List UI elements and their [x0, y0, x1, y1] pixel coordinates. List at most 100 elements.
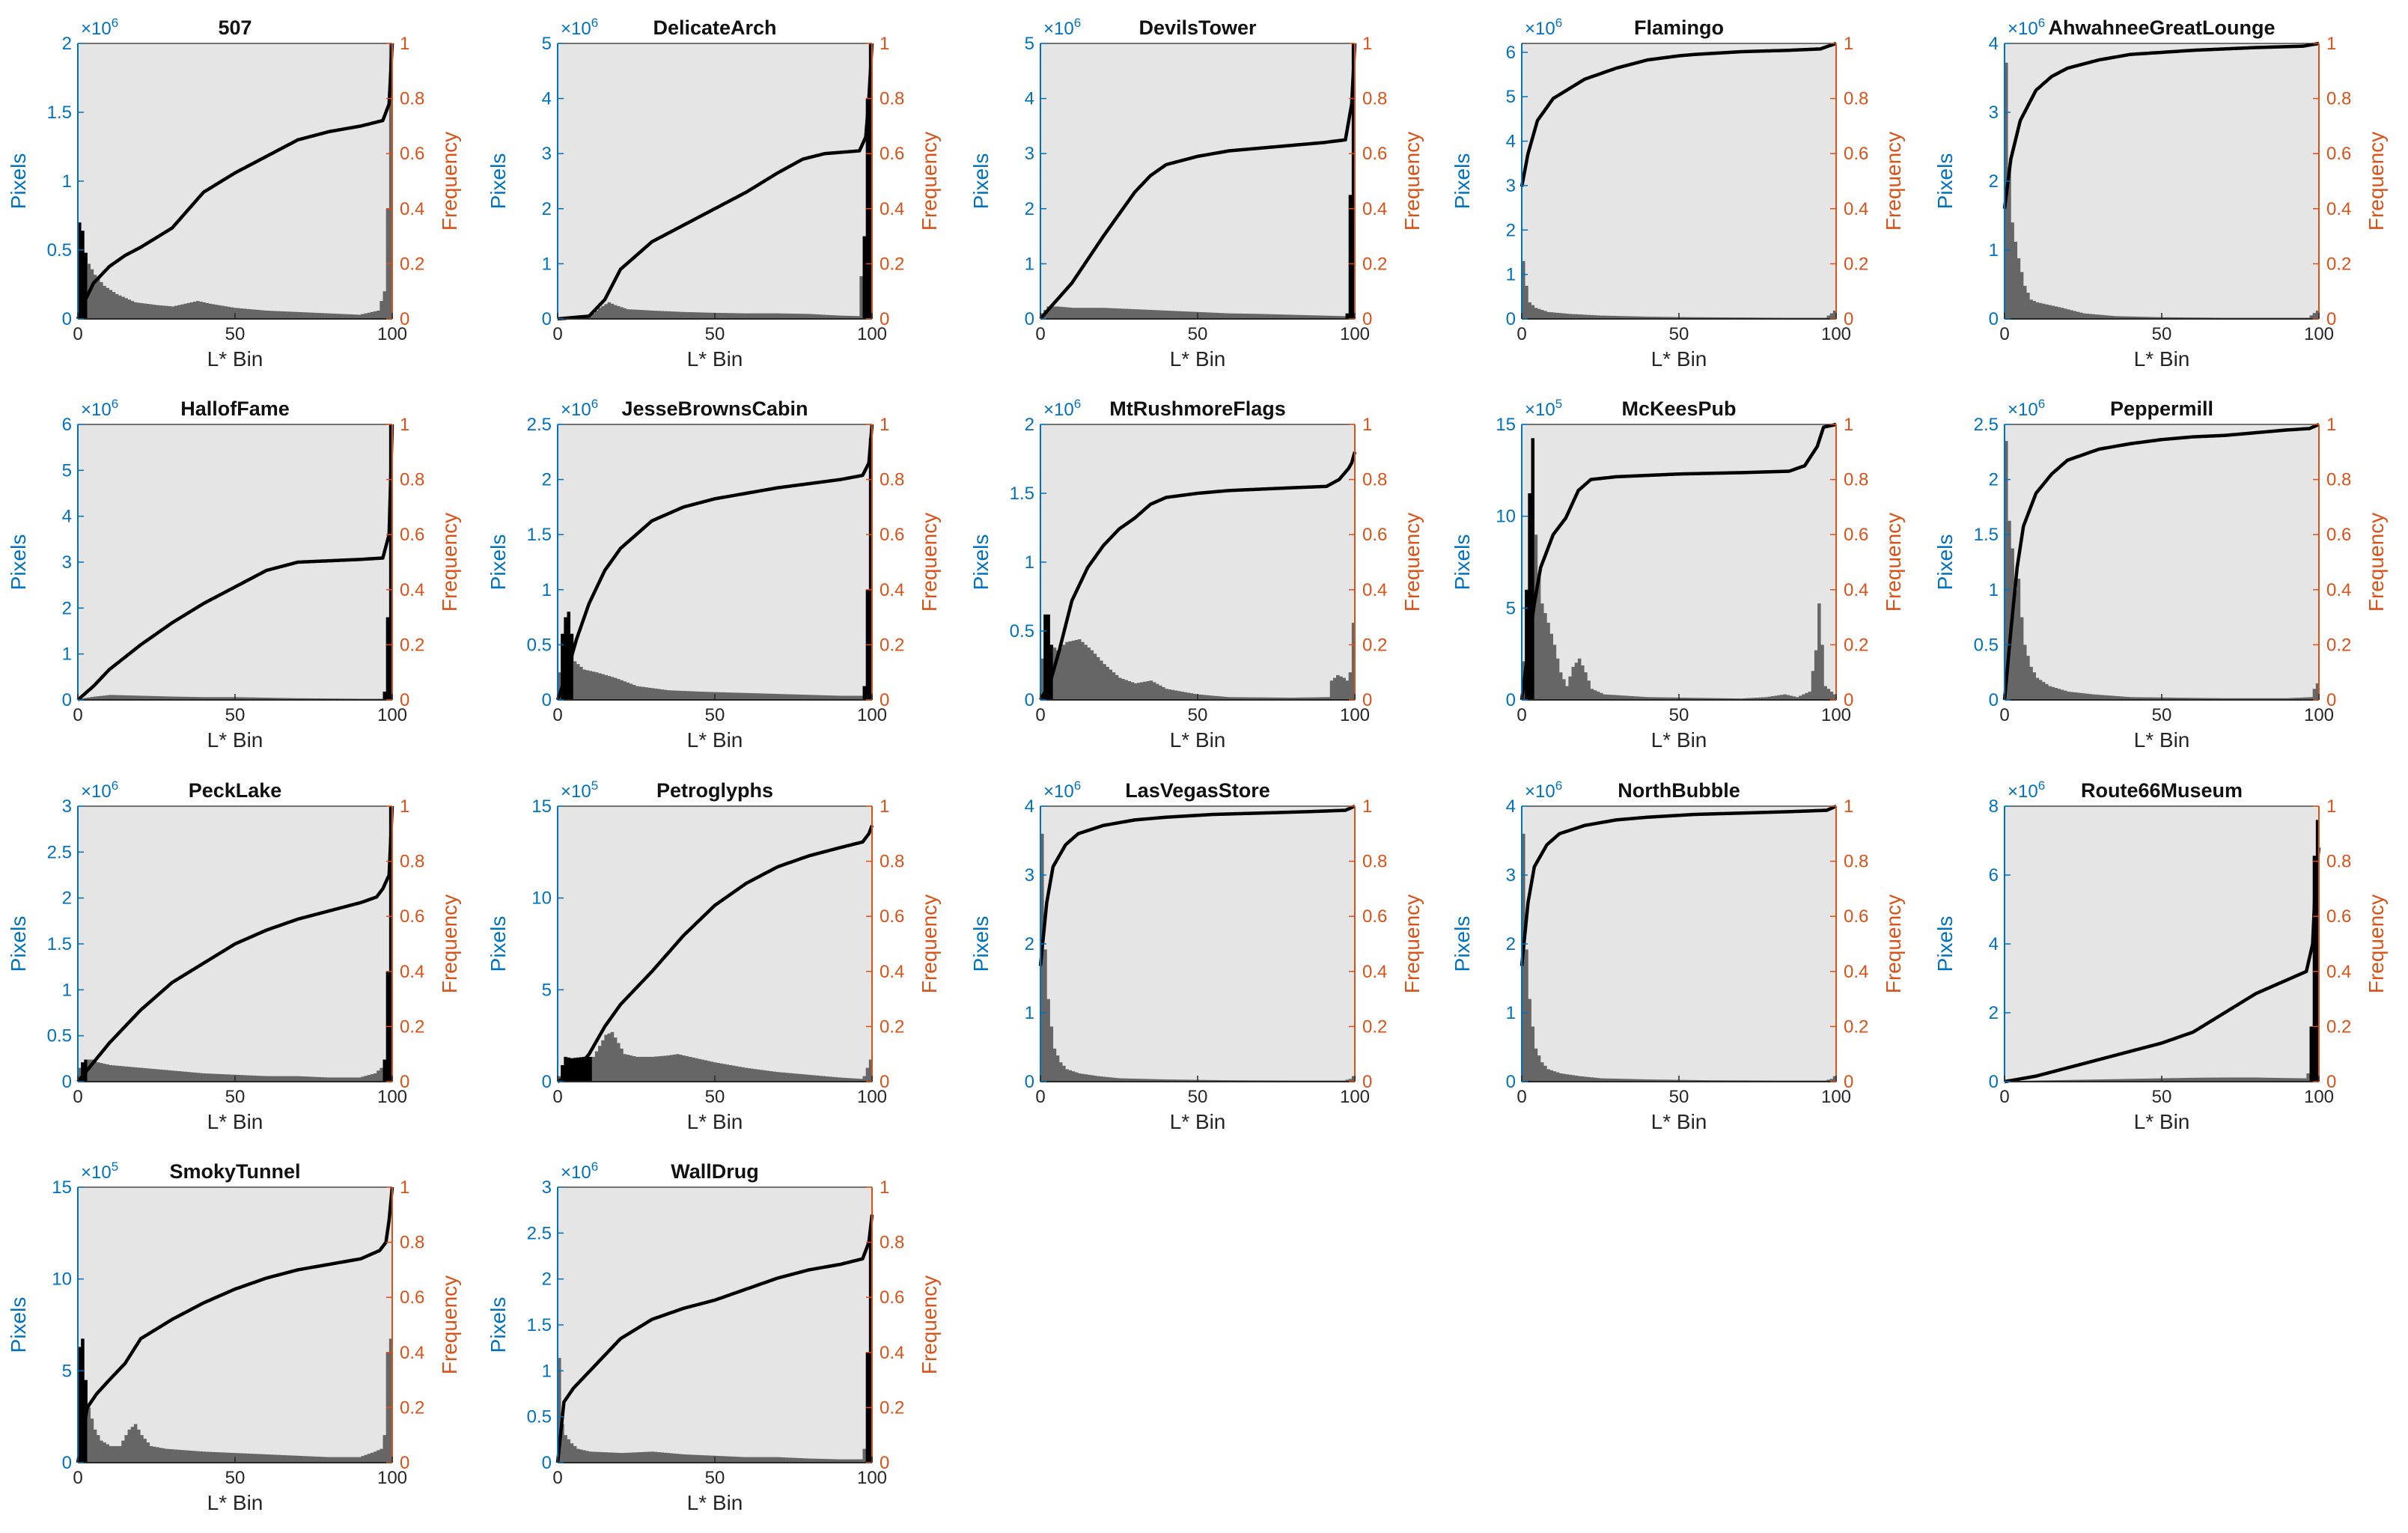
plot-area-fill — [558, 424, 872, 700]
left-axis-exponent: ×106 — [81, 397, 118, 420]
histogram-bar — [682, 1055, 686, 1082]
histogram-bar — [1630, 696, 1635, 700]
histogram-bar — [1342, 677, 1346, 700]
histogram-bar — [564, 617, 567, 700]
histogram-bar — [218, 697, 222, 700]
histogram-bar — [772, 1457, 776, 1463]
histogram-bar — [1351, 622, 1356, 700]
histogram-bar — [844, 1078, 848, 1082]
histogram-bar — [1543, 1065, 1547, 1082]
histogram-bar — [1133, 1079, 1138, 1082]
histogram-bar — [2067, 691, 2070, 700]
histogram-bar — [1074, 639, 1079, 700]
right-tick-label: 0 — [1362, 309, 1372, 329]
right-tick-label: 0.4 — [1362, 580, 1387, 600]
left-tick-label: 2.5 — [527, 1223, 552, 1243]
histogram-bar — [778, 313, 782, 319]
histogram-bar — [1603, 315, 1606, 319]
histogram-bar — [2213, 698, 2217, 700]
histogram-bar — [152, 695, 156, 700]
histogram-bar — [800, 695, 804, 700]
histogram-bar — [1149, 680, 1153, 700]
histogram-bar — [1093, 653, 1097, 700]
histogram-bar — [308, 698, 312, 700]
histogram-bar — [831, 1459, 835, 1463]
histogram-bar — [797, 314, 801, 319]
histogram-bar — [2269, 1077, 2273, 1082]
plot-area-fill — [1040, 806, 1355, 1082]
histogram-bar — [237, 308, 240, 319]
histogram-bar — [214, 1073, 219, 1082]
histogram-bar — [243, 1453, 246, 1463]
histogram-bar — [647, 1056, 652, 1082]
right-tick-label: 0.4 — [1362, 199, 1387, 219]
histogram-bar — [1621, 695, 1625, 700]
histogram-bar — [1236, 313, 1240, 319]
histogram-bar — [1609, 1078, 1612, 1082]
x-tick-label: 50 — [2152, 324, 2172, 344]
histogram-bar — [1655, 1079, 1659, 1082]
histogram-bar — [180, 304, 184, 319]
histogram-bar — [623, 681, 627, 700]
histogram-bar — [647, 310, 652, 319]
histogram-bar — [613, 1037, 618, 1082]
histogram-bar — [1606, 694, 1609, 700]
histogram-bar — [2166, 1078, 2170, 1082]
histogram-bar — [143, 1439, 147, 1463]
x-tick-label: 100 — [1821, 1087, 1851, 1107]
histogram-bar — [1292, 697, 1296, 700]
histogram-bar — [763, 313, 767, 319]
histogram-bar — [558, 1358, 561, 1463]
histogram-bar — [199, 302, 203, 319]
histogram-bar — [781, 1072, 785, 1082]
histogram-bar — [598, 673, 602, 700]
histogram-bar — [261, 1454, 265, 1463]
histogram-bar — [240, 1453, 243, 1463]
histogram-bar — [1302, 314, 1305, 319]
histogram-bar — [2073, 1079, 2077, 1082]
histogram-bar — [311, 1456, 315, 1463]
histogram-bar — [299, 698, 302, 700]
histogram-bar — [2275, 698, 2279, 700]
histogram-bar — [332, 1077, 337, 1082]
histogram-bar — [130, 301, 135, 319]
right-tick-label: 0.8 — [1362, 852, 1387, 872]
histogram-bar — [106, 695, 109, 700]
plot-area-fill — [2005, 43, 2319, 319]
histogram-bar — [2029, 299, 2033, 319]
histogram-bar — [1112, 1077, 1116, 1082]
histogram-bar — [174, 1070, 178, 1082]
histogram-bar — [351, 314, 356, 319]
right-tick-label: 0.2 — [880, 254, 904, 274]
right-tick-label: 0.6 — [1844, 525, 1868, 545]
left-tick-label: 0 — [62, 690, 72, 710]
histogram-bar — [1146, 309, 1150, 319]
histogram-bar — [1525, 949, 1528, 1082]
histogram-bar — [326, 313, 331, 319]
histogram-bar — [1615, 316, 1619, 319]
histogram-bar — [710, 692, 714, 700]
histogram-bar — [165, 696, 168, 700]
left-axis-label: Pixels — [969, 534, 993, 591]
right-tick-label: 0 — [2326, 309, 2336, 329]
histogram-bar — [1171, 1079, 1175, 1082]
histogram-bar — [189, 1451, 194, 1463]
histogram-bar — [286, 1455, 290, 1463]
histogram-bar — [320, 1457, 324, 1463]
histogram-bar — [579, 666, 583, 700]
histogram-bar — [2141, 697, 2145, 700]
left-tick-label: 3 — [542, 144, 552, 164]
left-tick-label: 0.5 — [47, 240, 72, 260]
histogram-bar — [638, 686, 642, 700]
right-tick-label: 0 — [400, 690, 409, 710]
histogram-bar — [1136, 309, 1141, 319]
histogram-bar — [323, 1077, 328, 1082]
histogram-bar — [1558, 672, 1563, 700]
histogram-bar — [623, 1452, 627, 1463]
histogram-bar — [1702, 317, 1706, 319]
histogram-bar — [1087, 647, 1091, 700]
